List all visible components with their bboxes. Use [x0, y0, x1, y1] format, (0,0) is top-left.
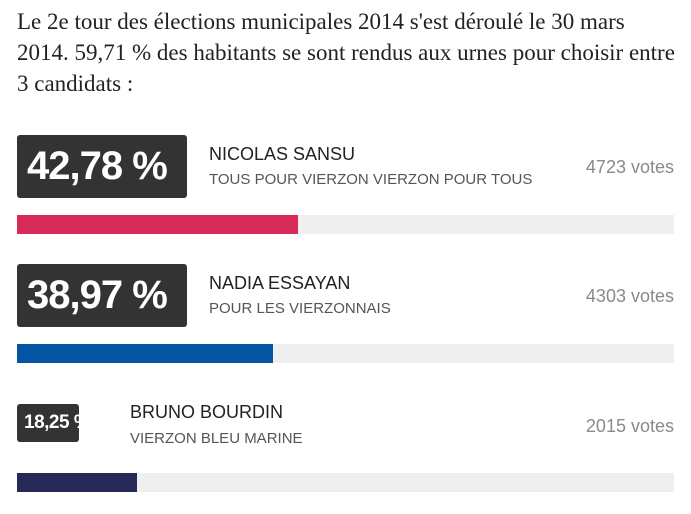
candidate-1-bar-fill	[17, 215, 299, 234]
candidate-3-bar-fill	[17, 473, 137, 492]
candidate-1-name: NICOLAS SANSU	[209, 144, 356, 164]
candidate-2-bar-track	[17, 344, 674, 363]
candidate-1-votes: 4723 votes	[585, 157, 674, 177]
intro-text: Le 2e tour des élections municipales 201…	[17, 9, 675, 96]
candidate-2-list: POUR LES VIERZONNAIS	[209, 300, 391, 317]
candidate-3-bar-track	[17, 473, 674, 492]
candidate-1-percent: 42,78 %	[17, 135, 187, 198]
candidate-3-name: BRUNO BOURDIN	[130, 402, 284, 422]
candidate-1-list: TOUS POUR VIERZON VIERZON POUR TOUS	[209, 171, 533, 188]
candidate-3-votes: 2015 votes	[585, 416, 674, 436]
candidate-2-name: NADIA ESSAYAN	[209, 273, 351, 293]
candidate-1-bar-track	[17, 215, 674, 234]
candidate-result-1: 42,78 % NICOLAS SANSU TOUS POUR VIERZON …	[17, 135, 674, 235]
candidate-2-votes: 4303 votes	[585, 286, 674, 306]
candidate-2-bar-fill	[17, 344, 274, 363]
candidate-3-list: VIERZON BLEU MARINE	[130, 430, 303, 447]
candidate-3-percent: 18,25 %	[17, 404, 91, 442]
candidate-result-3: 18,25 % BRUNO BOURDIN VIERZON BLEU MARIN…	[17, 394, 674, 494]
candidate-result-2: 38,97 % NADIA ESSAYAN POUR LES VIERZONNA…	[17, 264, 674, 364]
candidate-2-percent: 38,97 %	[17, 264, 187, 327]
